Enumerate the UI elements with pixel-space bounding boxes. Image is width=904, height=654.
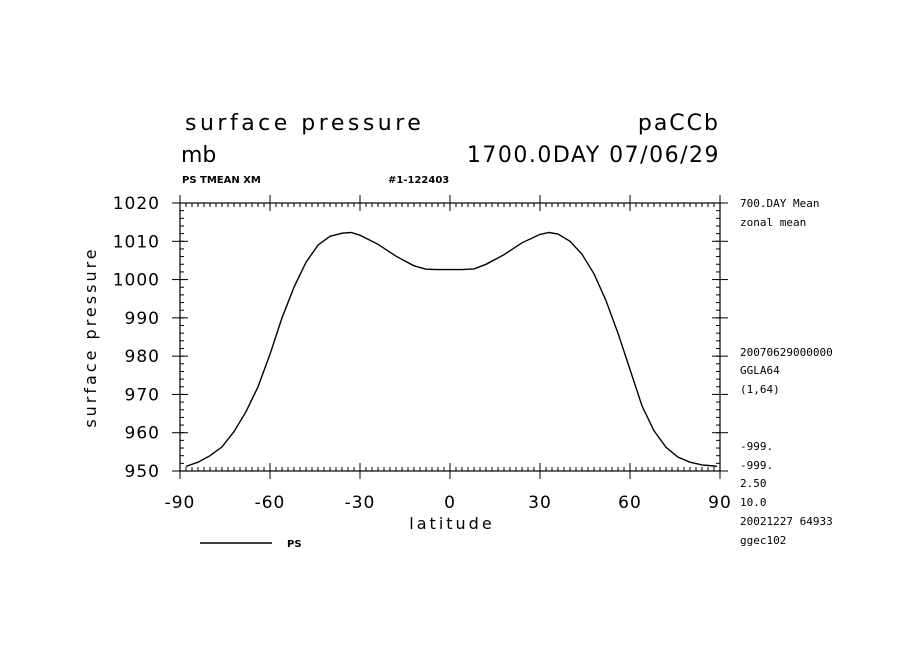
machine-label: ggec102 <box>740 534 786 547</box>
run-code: #1-122403 <box>388 175 449 186</box>
y-tick-label: 950 <box>125 462 160 482</box>
plot-frame <box>179 202 721 472</box>
units-label: mb <box>181 143 216 168</box>
x-tick-label: 0 <box>444 493 456 513</box>
y-tick-label: 960 <box>125 424 160 444</box>
info-value-1: 2.50 <box>740 477 767 490</box>
series-ps-line <box>185 231 718 468</box>
info-value-2: 10.0 <box>740 496 767 509</box>
index-label: (1,64) <box>740 383 780 396</box>
x-tick-label: -30 <box>345 493 376 513</box>
y-tick-label: 1020 <box>113 194 160 214</box>
x-tick-label: 90 <box>708 493 732 513</box>
x-tick-label: -90 <box>165 493 196 513</box>
time-label: 1700.0DAY 07/06/29 <box>467 143 720 168</box>
date-code: 20070629000000 <box>740 346 833 359</box>
grid-label: GGLA64 <box>740 364 780 377</box>
y-tick-label: 970 <box>125 385 160 405</box>
y-tick-label: 1010 <box>113 232 160 252</box>
variable-description: PS TMEAN XM <box>182 175 261 186</box>
axis-ticks <box>172 195 728 479</box>
y-axis-label: surface pressure <box>81 246 100 427</box>
x-axis-label: latitude <box>409 514 494 533</box>
y-tick-labels: 950 960 970 980 990 1000 1010 1020 <box>113 194 160 482</box>
y-tick-label: 990 <box>125 309 160 329</box>
x-tick-label: 60 <box>618 493 642 513</box>
mean-label: 700.DAY Mean <box>740 197 819 210</box>
timestamp-label: 20021227 64933 <box>740 515 833 528</box>
chart-title: surface pressure <box>185 111 424 136</box>
y-tick-label: 980 <box>125 347 160 367</box>
zonal-label: zonal mean <box>740 216 806 229</box>
x-tick-labels: -90 -60 -30 0 30 60 90 <box>165 493 732 513</box>
legend-label-ps: PS <box>287 539 302 550</box>
y-tick-label: 1000 <box>113 271 160 291</box>
run-id: paCCb <box>638 111 720 136</box>
x-tick-label: -60 <box>255 493 286 513</box>
missing-value-2: -999. <box>740 459 773 472</box>
missing-value-1: -999. <box>740 440 773 453</box>
x-tick-label: 30 <box>528 493 552 513</box>
